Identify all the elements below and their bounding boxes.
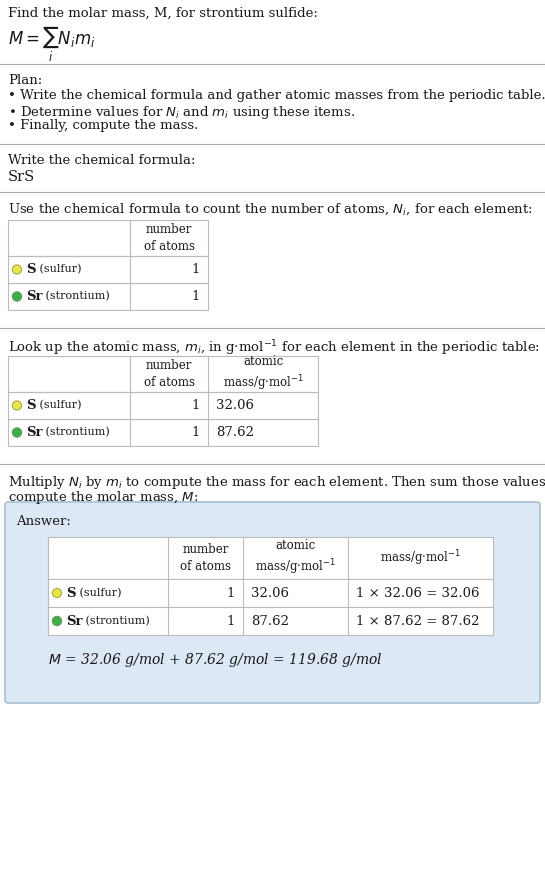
Text: atomic
mass/g·mol$^{-1}$: atomic mass/g·mol$^{-1}$: [222, 355, 304, 393]
Text: (sulfur): (sulfur): [76, 588, 122, 598]
Bar: [48, 579, 493, 607]
Text: 32.06: 32.06: [216, 399, 254, 412]
Text: Find the molar mass, M, for strontium sulfide:: Find the molar mass, M, for strontium su…: [8, 7, 318, 20]
Text: 1: 1: [192, 290, 200, 303]
Text: Sr: Sr: [26, 426, 43, 439]
Text: (strontium): (strontium): [42, 427, 110, 438]
Bar: [48, 537, 493, 579]
Text: Look up the atomic mass, $m_i$, in g·mol$^{-1}$ for each element in the periodic: Look up the atomic mass, $m_i$, in g·mol…: [8, 338, 540, 358]
Text: Sr: Sr: [66, 615, 82, 628]
Text: 1: 1: [192, 399, 200, 412]
Circle shape: [13, 428, 21, 437]
Text: SrS: SrS: [8, 170, 35, 184]
Text: • Write the chemical formula and gather atomic masses from the periodic table.: • Write the chemical formula and gather …: [8, 89, 545, 102]
Text: atomic
mass/g·mol$^{-1}$: atomic mass/g·mol$^{-1}$: [255, 539, 336, 577]
Bar: [8, 419, 318, 446]
Text: 87.62: 87.62: [251, 615, 289, 628]
Circle shape: [52, 617, 62, 625]
Text: number
of atoms: number of atoms: [143, 223, 195, 253]
Circle shape: [52, 589, 62, 597]
Text: 1: 1: [227, 587, 235, 600]
Text: 1: 1: [192, 263, 200, 276]
Text: Multiply $N_i$ by $m_i$ to compute the mass for each element. Then sum those val: Multiply $N_i$ by $m_i$ to compute the m…: [8, 474, 545, 491]
Text: 1 × 32.06 = 32.06: 1 × 32.06 = 32.06: [356, 587, 480, 600]
Text: number
of atoms: number of atoms: [180, 543, 231, 573]
Bar: [8, 392, 318, 419]
Bar: [8, 256, 208, 283]
Text: 1 × 87.62 = 87.62: 1 × 87.62 = 87.62: [356, 615, 480, 628]
Text: $M = \sum_i N_i m_i$: $M = \sum_i N_i m_i$: [8, 24, 95, 64]
Text: 1: 1: [192, 426, 200, 439]
Text: • Finally, compute the mass.: • Finally, compute the mass.: [8, 119, 198, 132]
Bar: [48, 607, 493, 635]
Text: • Determine values for $N_i$ and $m_i$ using these items.: • Determine values for $N_i$ and $m_i$ u…: [8, 104, 355, 121]
Text: (strontium): (strontium): [82, 616, 150, 626]
Text: S: S: [66, 587, 76, 600]
Text: (sulfur): (sulfur): [36, 264, 82, 275]
Text: $M$ = 32.06 g/mol + 87.62 g/mol = 119.68 g/mol: $M$ = 32.06 g/mol + 87.62 g/mol = 119.68…: [48, 651, 383, 669]
Text: (strontium): (strontium): [42, 291, 110, 302]
Text: Use the chemical formula to count the number of atoms, $N_i$, for each element:: Use the chemical formula to count the nu…: [8, 202, 533, 217]
Text: 1: 1: [227, 615, 235, 628]
Bar: [8, 356, 318, 392]
Text: Write the chemical formula:: Write the chemical formula:: [8, 154, 196, 167]
Text: 32.06: 32.06: [251, 587, 289, 600]
Bar: [8, 283, 208, 310]
Bar: [8, 220, 208, 256]
Text: number
of atoms: number of atoms: [143, 359, 195, 389]
Text: Plan:: Plan:: [8, 74, 43, 87]
Text: S: S: [26, 399, 35, 412]
Text: 87.62: 87.62: [216, 426, 254, 439]
Text: (sulfur): (sulfur): [36, 400, 82, 411]
Text: Answer:: Answer:: [16, 515, 71, 528]
Text: mass/g·mol$^{-1}$: mass/g·mol$^{-1}$: [380, 548, 461, 568]
FancyBboxPatch shape: [5, 502, 540, 703]
Circle shape: [13, 401, 21, 410]
Text: Sr: Sr: [26, 290, 43, 303]
Circle shape: [13, 292, 21, 301]
Text: S: S: [26, 263, 35, 276]
Circle shape: [13, 265, 21, 274]
Text: compute the molar mass, $M$:: compute the molar mass, $M$:: [8, 489, 198, 506]
